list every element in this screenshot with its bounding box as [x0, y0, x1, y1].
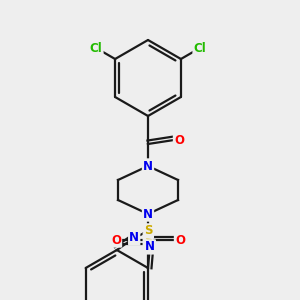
Text: N: N [145, 240, 155, 254]
Text: O: O [174, 134, 184, 146]
Text: N: N [143, 208, 153, 220]
Text: Cl: Cl [194, 41, 206, 55]
Text: O: O [175, 233, 185, 247]
Text: Cl: Cl [90, 41, 102, 55]
Text: O: O [111, 233, 121, 247]
Text: N: N [129, 231, 139, 244]
Text: S: S [144, 224, 153, 237]
Text: N: N [143, 160, 153, 172]
Text: S: S [144, 233, 152, 247]
